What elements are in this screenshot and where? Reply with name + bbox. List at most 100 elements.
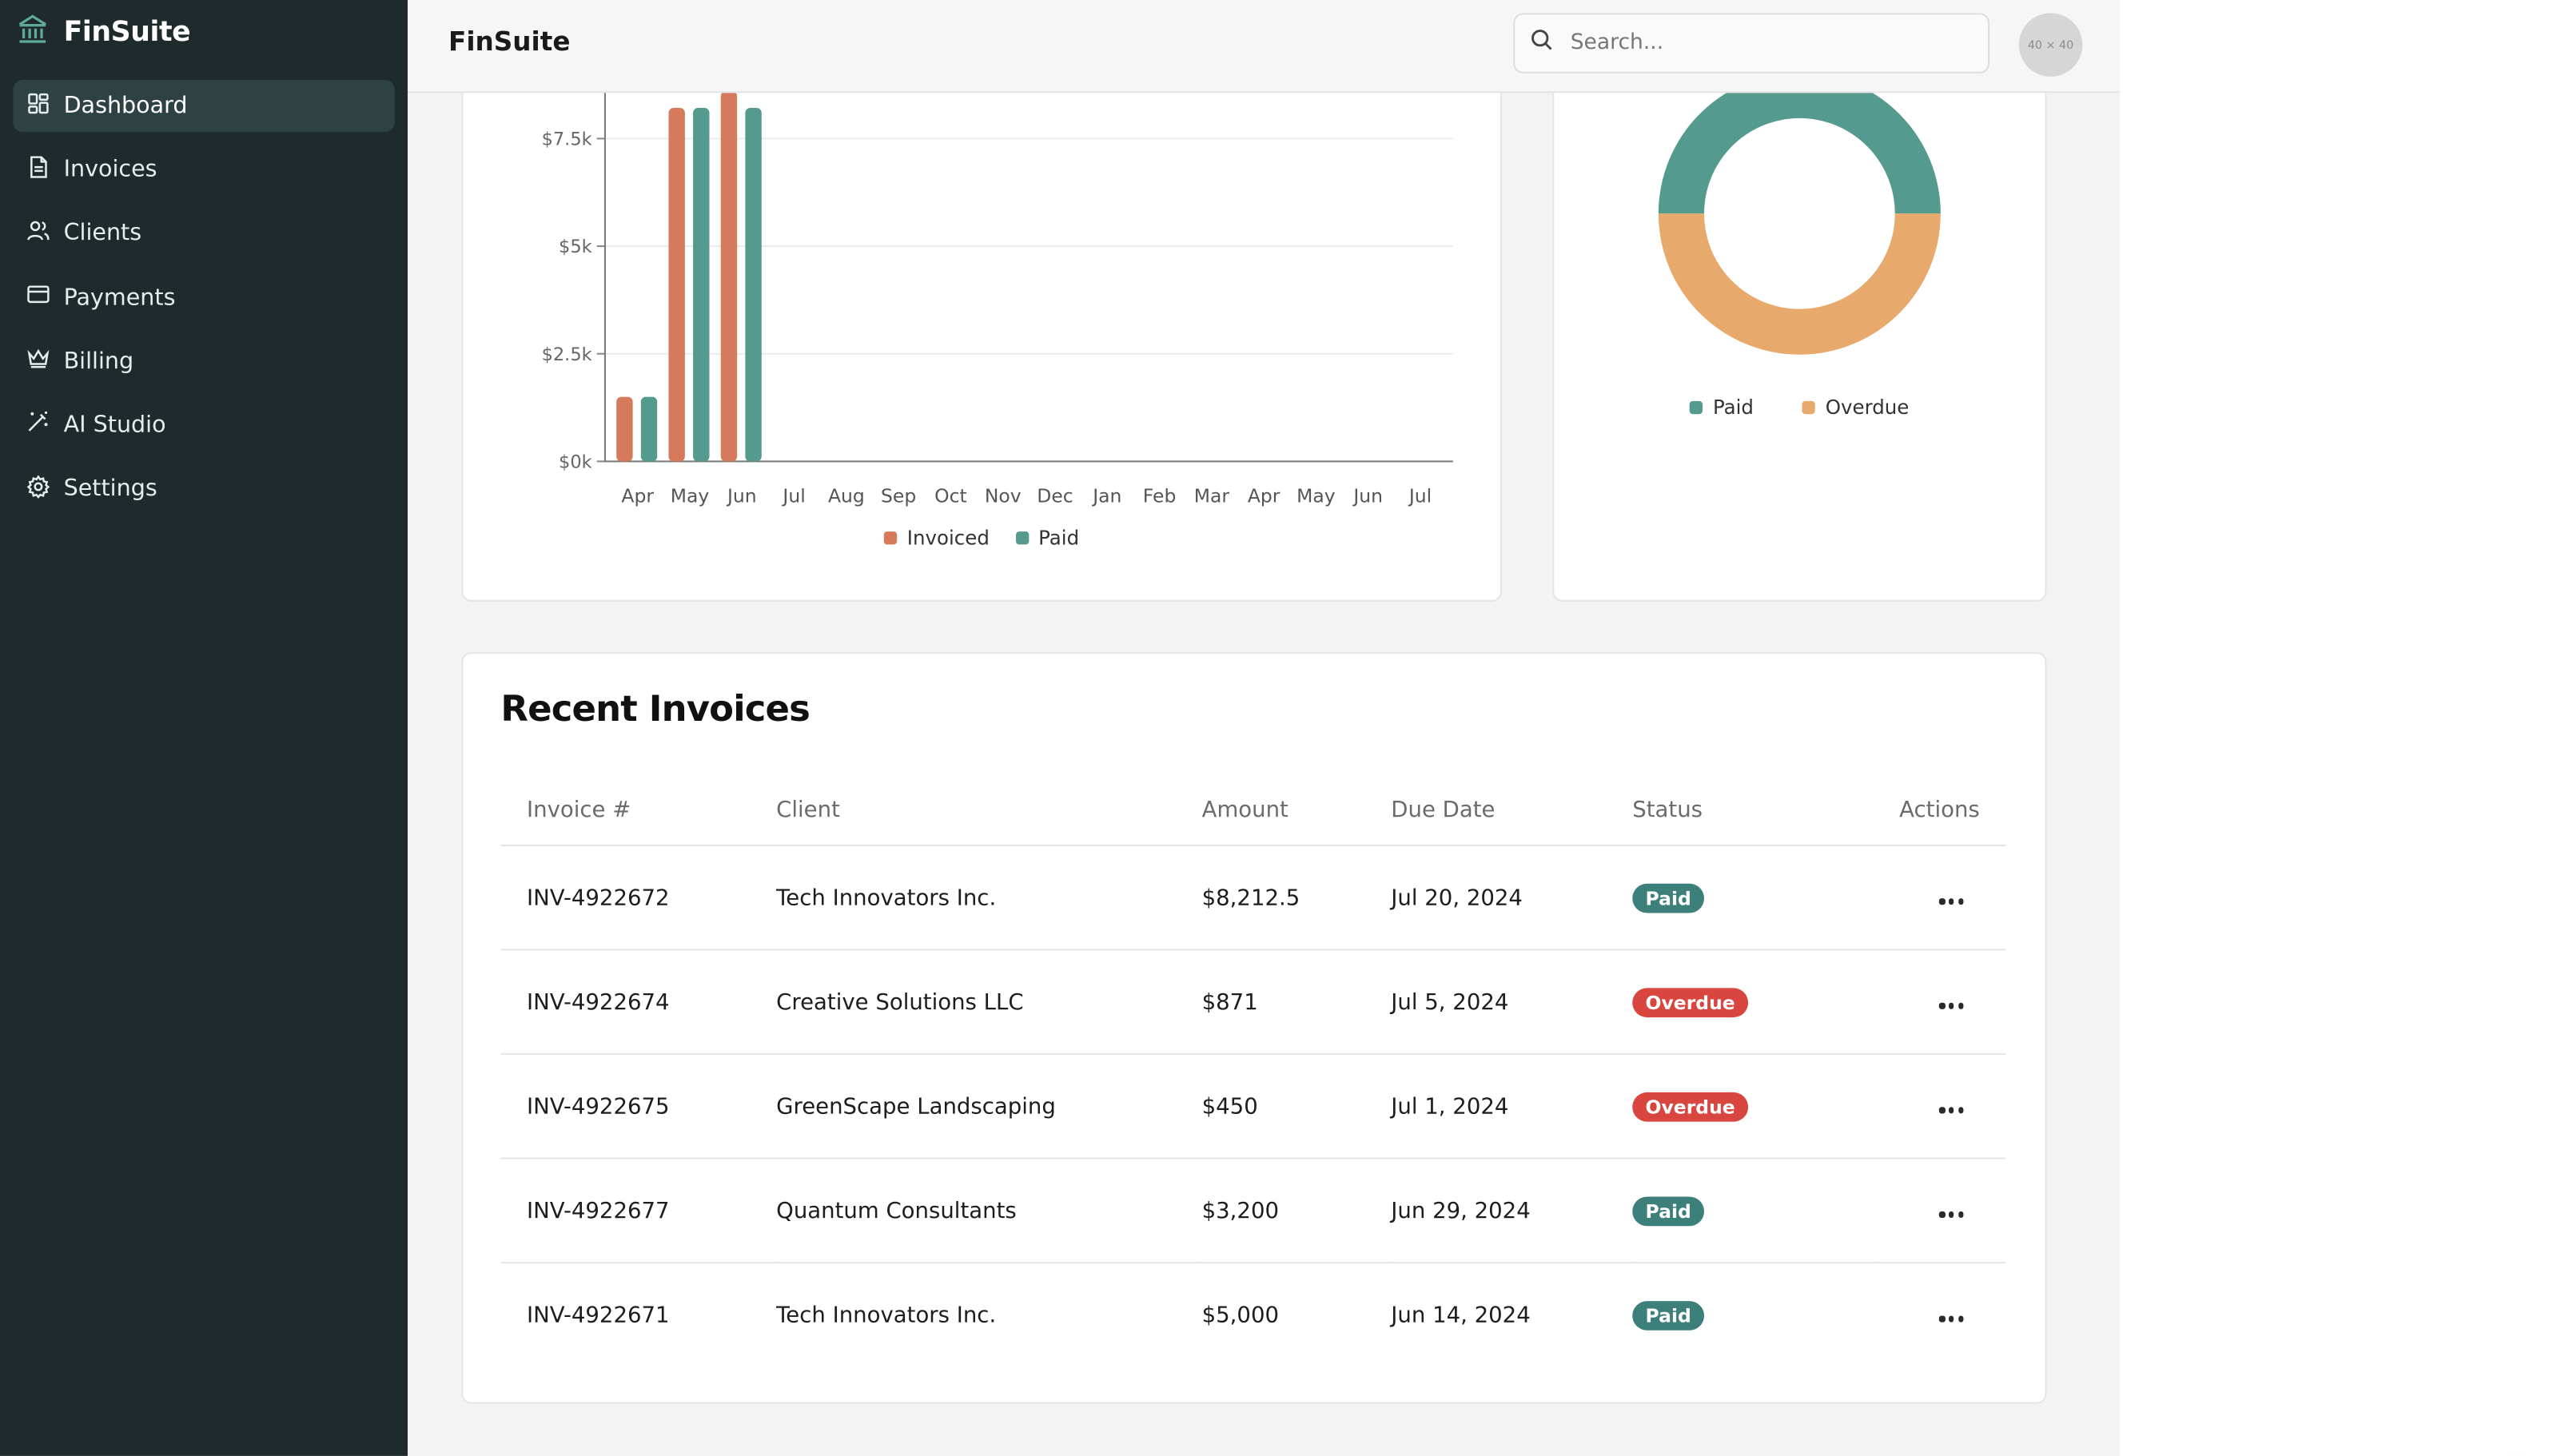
table-row[interactable]: INV-4922671 Tech Innovators Inc. $5,000 … [500, 1263, 2005, 1366]
avatar[interactable]: 40 × 40 [2018, 13, 2083, 77]
table-header-row: Invoice # Client Amount Due Date Status … [500, 776, 2006, 846]
sidebar-item-clients[interactable]: Clients [13, 208, 394, 260]
table-row[interactable]: INV-4922675 GreenScape Landscaping $450 … [500, 1053, 2006, 1160]
y-tick-label: $5k [559, 237, 592, 257]
bar-invoiced [720, 91, 738, 462]
sidebar-item-label: Billing [63, 348, 134, 375]
bar-chart: $0k $2.5k $5k $7.5k Apr May Jun Jul Aug Sep Oct Nov… [542, 50, 1453, 507]
sidebar-item-ai-studio[interactable]: AI Studio [13, 400, 394, 452]
status-badge: Paid [1632, 1195, 1705, 1226]
invoiced-vs-paid-card: $0k $2.5k $5k $7.5k Apr May Jun Jul Aug Sep Oct Nov… [461, 49, 1503, 602]
table-row[interactable]: INV-4922672 Tech Innovators Inc. $8,212.… [500, 845, 2006, 951]
bank-icon [16, 13, 49, 52]
sidebar-item-label: AI Studio [63, 412, 166, 439]
x-tick-label: Apr [1248, 484, 1280, 507]
more-actions-icon[interactable] [1939, 1003, 1964, 1008]
brand[interactable]: FinSuite [16, 13, 191, 52]
amount: $871 [1201, 949, 1392, 1056]
search-icon [1530, 28, 1555, 59]
invoice-number: INV-4922672 [500, 845, 777, 951]
x-tick-label: Jul [781, 484, 805, 507]
search-box[interactable] [1513, 13, 1990, 74]
legend-label: Invoiced [906, 526, 990, 550]
invoice-status-card: Paid Overdue [1552, 49, 2047, 602]
client-name: Tech Innovators Inc. [776, 845, 1202, 951]
due-date: Jun 29, 2024 [1391, 1158, 1633, 1264]
brand-name: FinSuite [63, 16, 191, 50]
sidebar-item-label: Clients [63, 221, 142, 247]
x-tick-label: Jan [1091, 484, 1121, 507]
actions-cell [1877, 1158, 2006, 1264]
recent-invoices-card: Recent Invoices Invoice # Client Amount … [461, 652, 2047, 1404]
column-header-client[interactable]: Client [776, 776, 1202, 846]
table-row[interactable]: INV-4922677 Quantum Consultants $3,200 J… [500, 1158, 2006, 1264]
x-tick-label: May [671, 484, 710, 507]
amount: $5,000 [1201, 1302, 1280, 1328]
bar-paid [693, 108, 710, 462]
client-name: Creative Solutions LLC [776, 949, 1202, 1056]
status-cell: Overdue [1632, 949, 1878, 1056]
due-date: Jul 5, 2024 [1391, 949, 1633, 1056]
sidebar-item-label: Settings [63, 475, 157, 503]
status-badge: Paid [1632, 1300, 1705, 1330]
column-header-status[interactable]: Status [1632, 776, 1878, 846]
due-date: Jul 20, 2024 [1391, 845, 1633, 951]
more-actions-icon[interactable] [1939, 898, 1964, 905]
more-actions-icon[interactable] [1939, 1107, 1964, 1113]
status-cell: Overdue [1632, 1053, 1878, 1160]
status-cell: Paid [1632, 845, 1878, 951]
legend-item-paid[interactable]: Paid [1015, 527, 1079, 550]
bar-paid [640, 396, 658, 462]
amount: $8,212.5 [1201, 845, 1392, 951]
x-tick-label: Aug [828, 484, 865, 507]
legend-item-overdue[interactable]: Overdue [1802, 396, 1910, 420]
x-tick-label: Jun [1352, 484, 1383, 507]
legend-item-paid[interactable]: Paid [1690, 396, 1754, 419]
client-name: GreenScape Landscaping [776, 1053, 1202, 1160]
more-actions-icon[interactable] [1939, 1211, 1964, 1218]
sidebar-item-billing[interactable]: Billing [13, 336, 394, 388]
legend-swatch-paid [1015, 531, 1029, 545]
column-header-amount[interactable]: Amount [1201, 776, 1392, 846]
legend-item-invoiced[interactable]: Invoiced [884, 527, 990, 550]
actions-cell [1877, 949, 2006, 1056]
x-tick-label: Mar [1194, 484, 1230, 507]
column-header-actions: Actions [1877, 776, 2006, 846]
client-name: Tech Innovators Inc. [776, 1302, 997, 1328]
due-date: Jun 14, 2024 [1391, 1302, 1531, 1328]
bar-chart-legend: Invoiced Paid [463, 527, 1500, 550]
status-cell: Paid [1632, 1263, 1877, 1366]
legend-label: Overdue [1825, 396, 1910, 420]
donut-chart-legend: Paid Overdue [1554, 396, 2045, 420]
column-header-due-date[interactable]: Due Date [1391, 776, 1633, 846]
sidebar-item-invoices[interactable]: Invoices [13, 144, 394, 196]
more-actions-icon[interactable] [1939, 1316, 1964, 1322]
legend-swatch-invoiced [884, 531, 898, 545]
top-bar: FinSuite 40 × 40 [408, 0, 2121, 93]
x-tick-label: May [1296, 484, 1336, 507]
sidebar-item-label: Payments [63, 284, 176, 311]
crown-icon [26, 346, 51, 377]
donut-slice-paid[interactable] [1658, 72, 1941, 214]
y-tick-label: $7.5k [542, 129, 592, 150]
users-icon [26, 218, 51, 249]
x-tick-label: Apr [621, 484, 654, 507]
table-row[interactable]: INV-4922674 Creative Solutions LLC $871 … [500, 949, 2006, 1056]
x-tick-label: Jun [726, 484, 757, 507]
column-header-invoice[interactable]: Invoice # [500, 776, 777, 846]
search-input[interactable] [1567, 29, 1966, 58]
bar-paid [745, 108, 762, 462]
client-name: Quantum Consultants [776, 1158, 1202, 1264]
status-badge: Overdue [1632, 1091, 1749, 1121]
invoice-number: INV-4922675 [500, 1053, 777, 1160]
y-tick-label: $0k [559, 452, 592, 473]
sidebar-item-payments[interactable]: Payments [13, 272, 394, 324]
donut-slice-overdue[interactable] [1658, 213, 1941, 355]
sidebar-item-dashboard[interactable]: Dashboard [13, 79, 395, 133]
page-title: FinSuite [448, 26, 571, 58]
sidebar-item-settings[interactable]: Settings [13, 463, 394, 515]
invoice-number: INV-4922677 [500, 1158, 777, 1264]
x-tick-label: Jul [1408, 484, 1432, 507]
invoice-icon [26, 154, 51, 185]
empty-area [2120, 0, 2557, 1456]
